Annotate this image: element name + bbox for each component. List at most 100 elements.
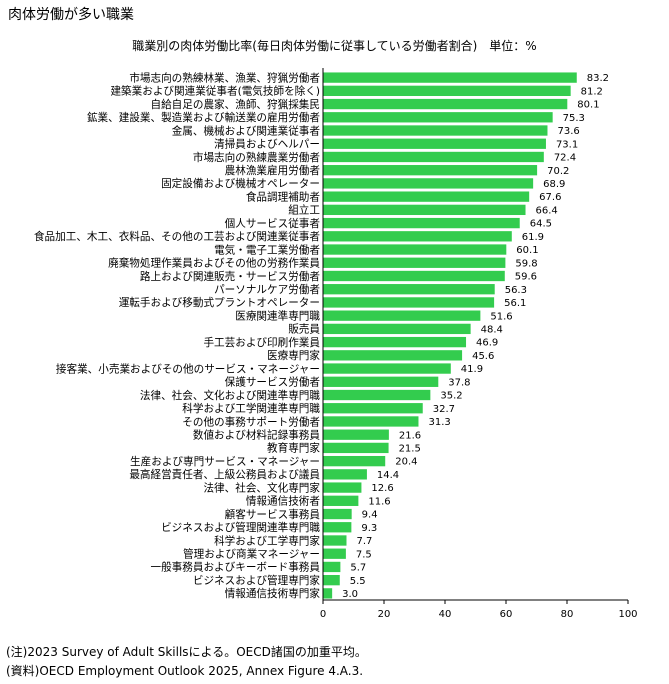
- value-label: 5.7: [350, 563, 366, 574]
- value-label: 9.3: [361, 523, 377, 534]
- value-label: 3.0: [342, 589, 358, 600]
- bar: [323, 389, 431, 401]
- value-label: 45.6: [472, 351, 494, 362]
- bar: [323, 442, 389, 454]
- value-label: 21.6: [399, 430, 421, 441]
- category-label: 科学および工学専門家: [214, 534, 320, 547]
- value-label: 75.3: [563, 113, 585, 124]
- bar: [323, 112, 553, 123]
- value-labels: 83.2 81.2 80.1 75.3 73.6 73.1 72.4 70.2 68.9 67.6…: [342, 73, 609, 600]
- bar: [323, 257, 506, 268]
- value-label: 81.2: [581, 86, 603, 97]
- category-label: 販売員: [288, 323, 320, 336]
- value-label: 61.9: [522, 232, 544, 243]
- value-label: 70.2: [547, 166, 569, 177]
- category-label: 建築業および関連業従事者(電気技師を除く): [110, 85, 320, 98]
- category-label: ビジネスおよび管理関連準専門職: [161, 521, 320, 534]
- category-label: 法律、社会、文化専門家: [203, 481, 320, 494]
- bar: [323, 561, 341, 573]
- value-label: 31.3: [428, 417, 450, 428]
- category-labels: 市場志向の熟練林業、漁業、狩猟労働者建築業および関連業従事者(電気技師を除く)自…: [34, 71, 320, 600]
- value-label: 51.6: [490, 311, 512, 322]
- value-label: 83.2: [587, 73, 609, 84]
- value-label: 7.7: [356, 536, 372, 547]
- bar: [323, 178, 534, 189]
- bar: [323, 336, 467, 348]
- category-label: 管理および商業マネージャー: [183, 548, 320, 561]
- value-label: 64.5: [530, 219, 552, 230]
- category-label: 顧客サービス事務員: [225, 508, 321, 521]
- value-label: 20.4: [395, 457, 417, 468]
- value-label: 67.6: [539, 192, 561, 203]
- bar: [323, 284, 495, 295]
- category-label: 保護サービス労働者: [225, 376, 321, 389]
- x-tick-label: 40: [439, 609, 452, 620]
- bar: [323, 455, 386, 467]
- bar: [323, 151, 544, 163]
- value-label: 60.1: [516, 245, 538, 256]
- category-label: 廃棄物処理作業員およびその他の労務作業員: [108, 257, 320, 270]
- category-label: 接客業、小売業およびその他のサービス・マネージャー: [56, 362, 320, 375]
- category-label: 食品加工、木工、衣料品、その他の工芸および関連業従事者: [34, 230, 320, 243]
- category-label: 最高経営責任者、上級公務員および議員: [129, 468, 320, 481]
- category-label: 医療関連準専門職: [235, 309, 320, 322]
- value-label: 56.3: [505, 285, 527, 296]
- category-label: 情報通信技術者: [246, 495, 321, 508]
- bar: [323, 403, 423, 414]
- bar: [323, 270, 505, 282]
- value-label: 66.4: [536, 205, 558, 216]
- bar: [323, 416, 419, 427]
- value-label: 73.1: [556, 139, 578, 150]
- value-label: 37.8: [448, 377, 470, 388]
- value-label: 48.4: [481, 324, 503, 335]
- x-axis: 0 20 40 60 80 100: [320, 68, 638, 620]
- category-label: 運転手および移動式プラントオペレーター: [119, 296, 320, 309]
- value-label: 68.9: [543, 179, 565, 190]
- category-label: 電気・電子工業労働者: [214, 243, 320, 256]
- category-label: 手工芸および印刷作業員: [203, 336, 320, 349]
- bar: [323, 429, 389, 440]
- x-tick-label: 0: [320, 609, 326, 620]
- value-label: 73.6: [557, 126, 579, 137]
- category-label: パーソナルケア労働者: [214, 283, 320, 296]
- value-label: 11.6: [368, 496, 390, 507]
- footnote-note: (注)2023 Survey of Adult Skillsによる。OECD諸国…: [6, 645, 367, 659]
- category-label: 法律、社会、文化および関連準専門職: [140, 389, 320, 402]
- x-tick-label: 20: [378, 609, 391, 620]
- value-label: 5.5: [350, 576, 366, 587]
- value-label: 59.6: [515, 272, 537, 283]
- category-label: 鉱業、建設業、製造業および輸送業の雇用労働者: [87, 111, 320, 124]
- value-label: 80.1: [577, 100, 599, 111]
- bar: [323, 522, 352, 533]
- value-label: 32.7: [433, 404, 455, 415]
- category-label: 一般事務員およびキーボード事務員: [151, 561, 321, 574]
- bar: [323, 217, 520, 229]
- bars-group: [323, 72, 577, 599]
- bar: [323, 297, 495, 308]
- value-label: 21.5: [399, 444, 421, 455]
- category-label: 農林漁業雇用労働者: [225, 164, 321, 177]
- value-label: 41.9: [461, 364, 483, 375]
- bar: [323, 85, 571, 96]
- category-label: 市場志向の熟練林業、漁業、狩猟労働者: [129, 71, 320, 84]
- page-title: 肉体労働が多い職業: [8, 7, 134, 23]
- value-label: 46.9: [476, 338, 498, 349]
- value-label: 56.1: [504, 298, 526, 309]
- bar: [323, 204, 526, 216]
- bar: [323, 323, 471, 335]
- bar: [323, 535, 347, 546]
- bar: [323, 231, 512, 242]
- value-label: 9.4: [362, 510, 378, 521]
- footnote-source: (資料)OECD Employment Outlook 2025, Annex …: [6, 664, 364, 678]
- bar: [323, 98, 568, 110]
- bar: [323, 125, 548, 136]
- category-label: 自給自足の農家、漁師、狩猟採集民: [151, 98, 321, 111]
- bar: [323, 191, 530, 202]
- bar: [323, 350, 463, 361]
- bar: [323, 588, 333, 599]
- category-label: 路上および関連販売・サービス労働者: [140, 270, 320, 283]
- bar: [323, 244, 507, 255]
- bar: [323, 482, 362, 493]
- bar: [323, 376, 439, 387]
- category-label: 医療専門家: [267, 349, 320, 362]
